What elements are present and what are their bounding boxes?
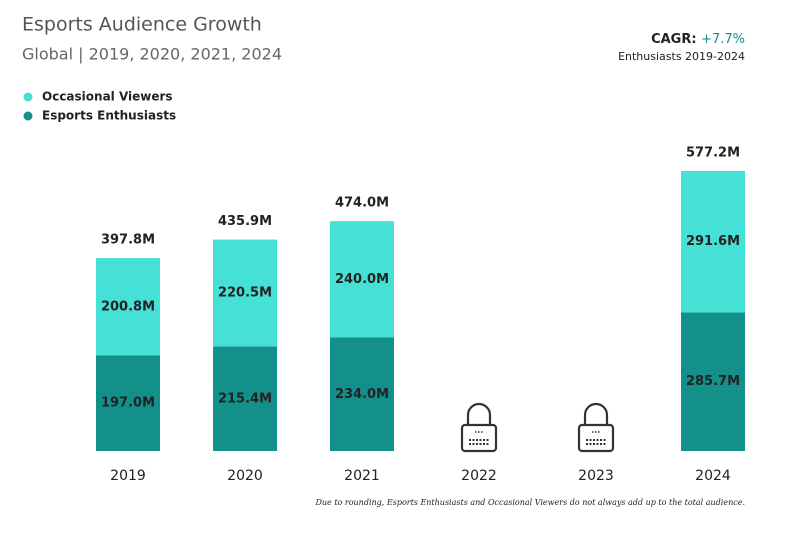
- x-tick-label: 2024: [695, 468, 731, 484]
- chart-subtitle: Global | 2019, 2020, 2021, 2024: [22, 45, 282, 64]
- bar-segment: [681, 312, 745, 451]
- legend-label: Occasional Viewers: [42, 90, 173, 104]
- x-tick-label: 2019: [110, 468, 146, 484]
- legend-swatch: [23, 111, 33, 121]
- lock-body: [577, 423, 615, 453]
- bar-segment: [213, 346, 277, 451]
- cagr-note: Enthusiasts 2019-2024: [618, 50, 745, 63]
- chart-title: Esports Audience Growth: [22, 14, 262, 36]
- total-label: 435.9M: [218, 214, 272, 229]
- legend-swatch: [23, 92, 33, 102]
- value-label: 234.0M: [335, 387, 389, 402]
- cagr: CAGR: +7.7%: [651, 32, 745, 47]
- x-tick-label: 2020: [227, 468, 263, 484]
- bar-segment: [213, 239, 277, 347]
- bar-segment: [330, 337, 394, 451]
- x-tick-label: 2023: [578, 468, 614, 484]
- bar-segment: [96, 355, 160, 451]
- total-label: 474.0M: [335, 196, 389, 211]
- bar-segment: [681, 171, 745, 313]
- lock-shackle: [583, 402, 609, 425]
- cagr-value: +7.7%: [701, 32, 745, 47]
- value-label: 215.4M: [218, 391, 272, 406]
- lock-icon: [460, 402, 498, 453]
- legend-label: Esports Enthusiasts: [42, 109, 176, 123]
- x-tick-label: 2021: [344, 468, 380, 484]
- value-label: 240.0M: [335, 272, 389, 287]
- footnote: Due to rounding, Esports Enthusiasts and…: [314, 498, 745, 507]
- x-tick-label: 2022: [461, 468, 497, 484]
- lock-body: [460, 423, 498, 453]
- value-label: 200.8M: [101, 299, 155, 314]
- value-label: 197.0M: [101, 396, 155, 411]
- bar-segment: [96, 258, 160, 356]
- bar-segment: [330, 221, 394, 338]
- value-label: 220.5M: [218, 286, 272, 301]
- cagr-label: CAGR:: [651, 32, 696, 47]
- lock-shackle: [466, 402, 492, 425]
- value-label: 285.7M: [686, 374, 740, 389]
- lock-icon: [577, 402, 615, 453]
- total-label: 397.8M: [101, 233, 155, 248]
- value-label: 291.6M: [686, 234, 740, 249]
- total-label: 577.2M: [686, 146, 740, 161]
